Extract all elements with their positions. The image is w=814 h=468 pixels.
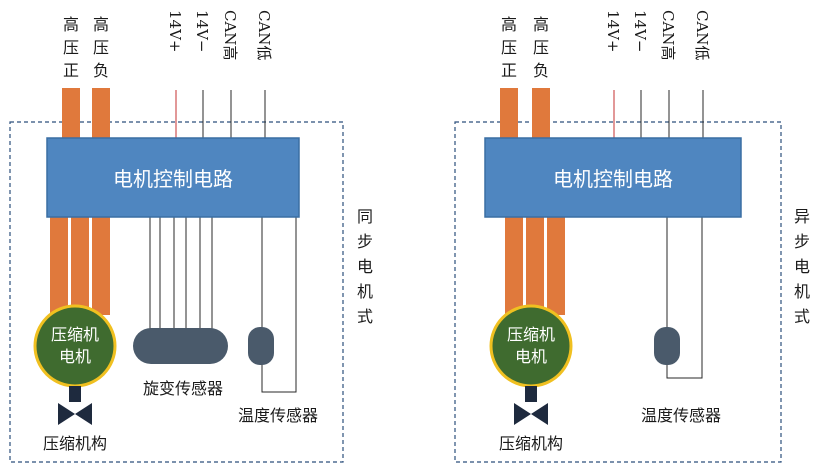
svg-text:高: 高 (93, 15, 109, 34)
right-mechanism-label: 压缩机构 (499, 434, 563, 453)
left-pin-14v-minus: 14V− (193, 10, 211, 53)
right-hv-cable-2 (526, 215, 544, 315)
left-hv-cable-1 (50, 215, 68, 315)
left-temp-sensor-loop (261, 215, 297, 393)
left-mechanism-label: 压缩机构 (43, 434, 107, 453)
left-type-label: 同 步 电 机 式 (357, 207, 373, 326)
left-hv-neg-label: 高 压 负 (93, 15, 109, 80)
right-motor-label-1: 压缩机 (507, 325, 555, 344)
right-pin-14v-minus: 14V− (631, 10, 649, 53)
right-control-box (484, 137, 742, 218)
left-hv-cable-2 (71, 215, 89, 315)
svg-text:步: 步 (357, 232, 373, 251)
left-diagram: 电机控制电路 压缩机 电机 压缩机构 旋变传感器 温度传感器 高 压 正 高 压… (9, 10, 373, 463)
left-compressor-valve-icon (58, 403, 92, 425)
right-dashed-enclosure (454, 121, 782, 463)
right-hv-neg-label: 高 压 负 (533, 15, 549, 80)
right-diagram: 电机控制电路 压缩机 电机 压缩机构 温度传感器 高 压 正 高 压 负 14V… (454, 10, 810, 463)
left-pin-can-high: CAN高 (221, 10, 239, 60)
svg-text:正: 正 (63, 61, 79, 80)
left-pin-can-low: CAN低 (255, 10, 273, 60)
left-hv-pos-label: 高 压 正 (63, 15, 79, 80)
svg-text:压: 压 (501, 38, 517, 57)
right-hv-cable-1 (505, 215, 523, 315)
right-shaft (525, 386, 537, 402)
left-resolver-label: 旋变传感器 (143, 379, 223, 398)
svg-text:机: 机 (357, 282, 373, 301)
left-hv-neg-cable-top (92, 88, 110, 138)
svg-text:高: 高 (501, 15, 517, 34)
right-temp-sensor-loop (666, 215, 703, 379)
svg-text:机: 机 (794, 282, 810, 301)
left-motor-label-2: 电机 (59, 347, 91, 366)
svg-text:电: 电 (357, 257, 373, 276)
left-motor (33, 304, 117, 388)
left-temp-label: 温度传感器 (238, 406, 318, 425)
svg-text:式: 式 (357, 307, 373, 326)
svg-text:步: 步 (794, 232, 810, 251)
right-hv-pos-cable-top (500, 88, 518, 138)
svg-text:压: 压 (63, 38, 79, 57)
right-hv-neg-cable-top (532, 88, 550, 138)
svg-text:异: 异 (794, 207, 810, 226)
right-hv-pos-label: 高 压 正 (501, 15, 517, 80)
svg-text:电: 电 (794, 257, 810, 276)
svg-text:式: 式 (794, 307, 810, 326)
svg-text:负: 负 (533, 61, 549, 80)
left-control-box (46, 137, 300, 218)
right-temp-label: 温度传感器 (641, 406, 721, 425)
left-dashed-enclosure (9, 121, 344, 463)
left-resolver-sensor (133, 328, 228, 364)
svg-text:高: 高 (63, 15, 79, 34)
right-compressor-valve-icon (514, 403, 548, 425)
right-pin-can-high: CAN高 (659, 10, 677, 60)
svg-text:负: 负 (93, 61, 109, 80)
right-type-label: 异 步 电 机 式 (794, 207, 810, 326)
right-pin-can-low: CAN低 (693, 10, 711, 60)
right-temp-sensor (654, 327, 680, 365)
left-motor-label-1: 压缩机 (51, 325, 99, 344)
left-hv-cable-3 (92, 215, 110, 315)
svg-text:正: 正 (501, 61, 517, 80)
right-pin-14v-plus: 14V+ (604, 10, 622, 53)
right-motor-label-2: 电机 (515, 347, 547, 366)
left-temp-sensor (248, 327, 274, 365)
right-motor (489, 304, 573, 388)
svg-text:压: 压 (533, 38, 549, 57)
right-hv-cable-3 (547, 215, 565, 315)
left-shaft (69, 386, 81, 402)
left-hv-pos-cable-top (62, 88, 80, 138)
right-control-box-label: 电机控制电路 (553, 167, 673, 191)
left-pin-14v-plus: 14V+ (166, 10, 184, 53)
svg-text:高: 高 (533, 15, 549, 34)
svg-text:压: 压 (93, 38, 109, 57)
left-control-box-label: 电机控制电路 (113, 167, 233, 191)
svg-text:同: 同 (357, 207, 373, 226)
